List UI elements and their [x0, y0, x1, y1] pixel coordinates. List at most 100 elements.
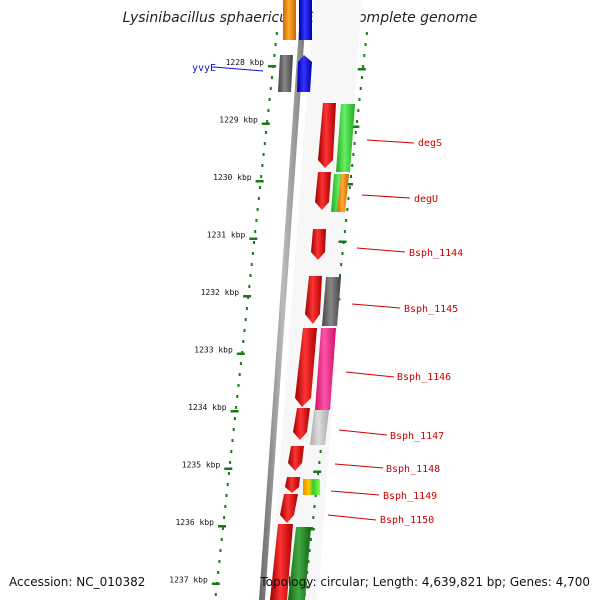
gene-label-bsph-1145[interactable]: Bsph_1145 — [404, 304, 458, 315]
tick-label: 1233 kbp — [194, 346, 233, 355]
guide-dot — [271, 76, 273, 79]
guide-dot — [245, 307, 248, 310]
gene-red-degs[interactable] — [318, 103, 336, 168]
tick-mark-right — [313, 470, 322, 473]
gene-red-degu[interactable] — [315, 172, 331, 210]
guide-dot — [220, 538, 223, 541]
guide-dot — [319, 450, 322, 453]
gene-label-bsph-1149[interactable]: Bsph_1149 — [383, 491, 437, 502]
guide-dot — [360, 76, 363, 79]
guide-dot — [317, 472, 320, 475]
guide-dot — [223, 516, 226, 519]
gene-bsph-1150[interactable] — [280, 494, 298, 523]
guide-dot — [345, 219, 348, 222]
guide-dot — [318, 461, 321, 464]
guide-dot — [363, 54, 366, 57]
tick-mark — [218, 525, 226, 528]
gene-label-bsph-1147[interactable]: Bsph_1147 — [390, 431, 444, 442]
guide-dot — [259, 186, 261, 189]
gene-bsph-1146[interactable] — [315, 328, 336, 410]
leader-yvye — [213, 66, 264, 72]
tick-mark — [224, 467, 233, 470]
gene-red-bsph-1149[interactable] — [285, 477, 300, 493]
tick-mark — [243, 295, 252, 298]
gene-degu[interactable] — [337, 174, 349, 212]
gene-label-group: yvyE degS degU Bsph_1144 Bsph_1145 Bsph_… — [192, 63, 463, 526]
gene-label-bsph-1150[interactable]: Bsph_1150 — [380, 515, 434, 526]
gene-bsph-1144[interactable] — [311, 229, 326, 260]
gene-label-bsph-1146[interactable]: Bsph_1146 — [397, 372, 451, 383]
guide-dot — [309, 538, 312, 541]
leader-bsph-1144 — [356, 247, 406, 253]
guide-dot — [268, 98, 271, 101]
gene-blue-top[interactable] — [299, 0, 312, 40]
gene-yvye[interactable] — [297, 55, 312, 92]
gene-red-bsph-1147[interactable] — [293, 408, 310, 440]
tick-label: 1236 kbp — [175, 518, 214, 527]
guide-dot — [351, 164, 354, 167]
guide-dot — [224, 505, 227, 508]
guide-dot — [239, 362, 242, 365]
gene-label-bsph-1148[interactable]: Bsph_1148 — [386, 464, 440, 475]
guide-dot — [314, 494, 317, 497]
guide-dot — [235, 406, 238, 409]
gene-label-yvye[interactable]: yvyE — [192, 63, 216, 74]
guide-dot — [244, 318, 247, 321]
gene-darkgreen-bottom[interactable] — [288, 527, 311, 600]
gene-label-bsph-1144[interactable]: Bsph_1144 — [409, 248, 463, 259]
gene-bsph-1147[interactable] — [310, 410, 329, 445]
topology-text: Topology: circular; Length: 4,639,821 bp… — [260, 575, 590, 589]
guide-dot — [358, 98, 361, 101]
guide-dot — [340, 263, 343, 266]
guide-dot — [256, 208, 259, 211]
guide-dot — [249, 274, 252, 277]
gene-orange-top[interactable] — [283, 0, 296, 40]
tick-mark-right — [345, 183, 353, 186]
guide-dot — [365, 32, 368, 35]
guide-dot — [353, 142, 356, 145]
gene-label-degu[interactable]: degU — [414, 194, 438, 205]
guide-dot — [265, 131, 267, 134]
guide-dot — [217, 571, 220, 574]
guide-dot — [218, 560, 221, 563]
tick-label: 1229 kbp — [219, 116, 258, 125]
guide-dot — [348, 186, 351, 189]
guide-dot — [250, 263, 253, 266]
genome-backbone — [259, 0, 307, 600]
gene-bsph-1148[interactable] — [288, 446, 304, 471]
gene-label-degs[interactable]: degS — [418, 138, 442, 149]
gene-red-bottom[interactable] — [270, 524, 293, 600]
gene-bsph-1145[interactable] — [322, 277, 341, 326]
gene-bsph-1149[interactable] — [303, 479, 320, 495]
leader-bsph-1149 — [330, 490, 380, 496]
tick-mark — [255, 180, 264, 183]
gene-grey-yvye[interactable] — [278, 55, 293, 92]
tick-mark — [230, 410, 239, 413]
guide-dot — [347, 197, 350, 200]
tick-mark — [236, 352, 245, 355]
guide-dot — [254, 230, 257, 233]
tick-mark — [249, 237, 258, 240]
guide-dot — [260, 175, 263, 178]
tick-label: 1237 kbp — [169, 576, 208, 585]
guide-dot — [255, 219, 258, 222]
guide-dot — [261, 164, 264, 167]
guide-dot — [362, 65, 365, 68]
guide-dot — [232, 428, 235, 431]
guide-dot — [243, 329, 246, 332]
tick-label: 1232 kbp — [201, 288, 240, 297]
guide-dot — [350, 175, 352, 178]
gene-degs[interactable] — [336, 104, 355, 172]
guide-dot — [226, 483, 229, 486]
gene-red-bsph-1145[interactable] — [305, 276, 322, 324]
guide-dot — [233, 417, 236, 420]
guide-dot — [266, 120, 269, 123]
guide-dot — [267, 109, 270, 112]
guide-dot — [227, 472, 230, 475]
tick-mark-right — [351, 125, 360, 128]
guide-dot — [273, 54, 276, 57]
gene-red-bsph-1146[interactable] — [295, 328, 317, 407]
guide-dot — [269, 87, 272, 90]
